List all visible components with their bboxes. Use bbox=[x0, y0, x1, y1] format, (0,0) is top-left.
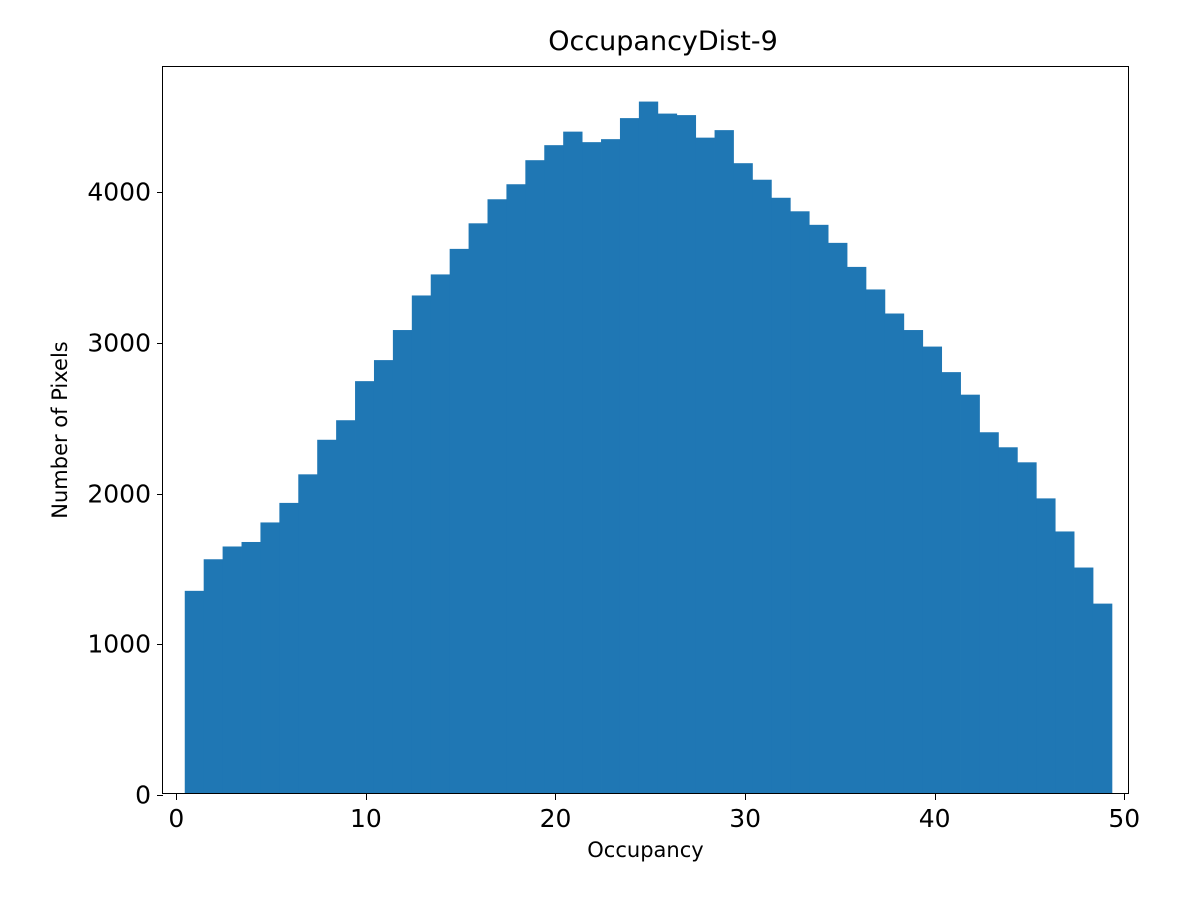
histogram-bar bbox=[809, 224, 829, 793]
histogram-bar bbox=[714, 130, 734, 793]
histogram-bar bbox=[619, 118, 640, 793]
histogram-bar bbox=[468, 223, 488, 793]
y-tick-label: 3000 bbox=[87, 328, 151, 358]
histogram-bar bbox=[430, 274, 451, 793]
x-tick-label: 50 bbox=[1108, 804, 1141, 833]
histogram-bar bbox=[638, 101, 659, 793]
histogram-bar bbox=[828, 242, 848, 793]
histogram-bar bbox=[601, 139, 621, 793]
histogram-bar bbox=[733, 163, 753, 793]
x-tick-label: 20 bbox=[539, 804, 572, 833]
histogram-bar bbox=[695, 137, 715, 793]
histogram-bar bbox=[222, 546, 242, 793]
y-tick-label: 4000 bbox=[87, 177, 151, 207]
plot-area bbox=[163, 67, 1128, 793]
histogram-bar bbox=[752, 179, 772, 793]
histogram-bar bbox=[1017, 462, 1037, 793]
y-tick-label: 2000 bbox=[87, 479, 151, 509]
x-tick-label: 0 bbox=[168, 804, 185, 833]
chart-title: OccupancyDist-9 bbox=[548, 26, 778, 57]
histogram-bar bbox=[184, 590, 205, 793]
x-tick-mark bbox=[176, 793, 178, 800]
y-axis-label: Number of Pixels bbox=[48, 341, 72, 519]
x-tick-label: 40 bbox=[918, 804, 951, 833]
x-tick-mark bbox=[745, 793, 747, 800]
histogram-bar bbox=[241, 541, 261, 793]
histogram-bar bbox=[865, 289, 886, 793]
histogram-bar bbox=[544, 145, 564, 793]
histogram-bar bbox=[676, 115, 697, 793]
x-axis-label: Occupancy bbox=[587, 838, 704, 862]
histogram-bar bbox=[317, 439, 337, 793]
x-tick-mark bbox=[934, 793, 936, 800]
histogram-bar bbox=[1036, 498, 1056, 793]
histogram-bar bbox=[260, 522, 280, 793]
y-tick-label: 0 bbox=[135, 780, 151, 810]
histogram-bar bbox=[355, 381, 375, 793]
histogram-bar bbox=[298, 474, 318, 793]
x-tick-label: 30 bbox=[729, 804, 761, 833]
histogram-bar bbox=[449, 248, 469, 793]
histogram-bar bbox=[203, 559, 224, 793]
histogram-bar bbox=[941, 372, 961, 793]
histogram-bar bbox=[790, 211, 810, 793]
histogram-bar bbox=[657, 113, 678, 793]
histogram-bar bbox=[279, 502, 299, 793]
histogram-bar bbox=[336, 420, 356, 793]
y-tick-mark bbox=[156, 795, 163, 796]
histogram-bar bbox=[771, 197, 791, 793]
histogram-bar bbox=[1074, 567, 1094, 793]
histogram-bar bbox=[979, 432, 999, 793]
histogram-bar bbox=[582, 142, 602, 793]
histogram-bar bbox=[1055, 531, 1075, 793]
histogram-bar bbox=[847, 266, 867, 793]
histogram-bar bbox=[487, 199, 507, 793]
histogram-bar bbox=[1092, 603, 1113, 793]
histogram-bar bbox=[373, 360, 394, 793]
y-tick-mark bbox=[156, 342, 163, 344]
histogram-bar bbox=[525, 160, 545, 793]
plot-axes: 0 10 20 30 40 50 0 1000 2000 3000 4000 bbox=[87, 66, 1140, 833]
histogram-bar bbox=[392, 330, 413, 793]
y-tick-mark bbox=[156, 192, 163, 194]
y-tick-mark bbox=[156, 493, 163, 495]
y-tick-mark bbox=[156, 644, 163, 646]
x-tick-mark bbox=[365, 793, 367, 800]
y-tick-label: 1000 bbox=[87, 629, 151, 659]
histogram-bar bbox=[922, 346, 943, 793]
histogram-bars bbox=[184, 101, 1113, 793]
x-tick-mark bbox=[555, 793, 557, 800]
histogram-bar bbox=[998, 447, 1018, 793]
histogram-bar bbox=[506, 184, 526, 793]
histogram-bar bbox=[411, 295, 432, 793]
histogram-bar bbox=[563, 131, 583, 793]
x-tick-mark bbox=[1124, 793, 1126, 800]
histogram-bar bbox=[884, 313, 905, 793]
x-tick-label: 10 bbox=[349, 804, 382, 833]
histogram-bar bbox=[903, 330, 924, 793]
histogram-bar bbox=[960, 394, 980, 793]
